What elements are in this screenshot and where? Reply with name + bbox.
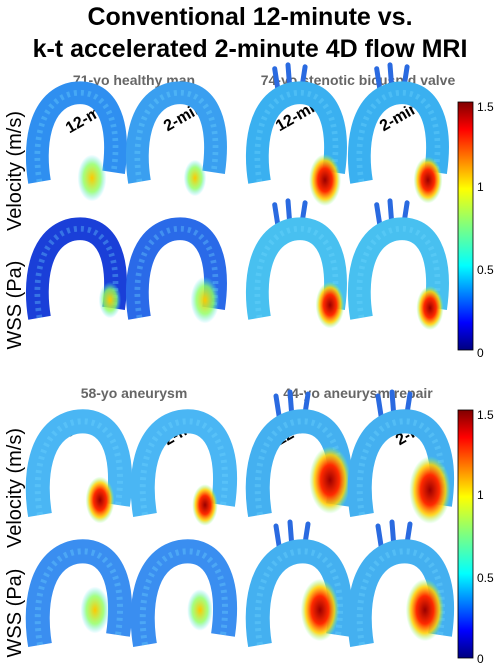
panel-wss-healthy-12 xyxy=(26,217,127,320)
colorbar-bottom-tick-0.5: 0.5 xyxy=(477,571,494,585)
panel-wss-bicuspid-2 xyxy=(348,198,449,331)
colorbar-top-tick-0: 0 xyxy=(477,346,484,360)
colorbar-bottom-tick-1: 1 xyxy=(477,488,484,502)
colorbar-top-tick-1: 1 xyxy=(477,180,484,194)
figure-title-line1: Conventional 12-minute vs. xyxy=(87,3,413,31)
panel-vel-aneurysm-2 xyxy=(130,409,238,526)
panel-vel-repair-12 xyxy=(245,389,353,518)
panel-wss-repair-12 xyxy=(245,519,353,648)
case-label-repair: 44-yo aneurysm repair xyxy=(283,385,433,401)
panel-wss-bicuspid-12 xyxy=(246,198,347,329)
panel-vel-repair-2 xyxy=(347,389,455,524)
panel-wss-repair-2 xyxy=(347,519,455,648)
colorbar-bottom-tick-1.5: 1.5 xyxy=(477,408,494,422)
colorbar-top-tick-1.5: 1.5 xyxy=(477,100,494,114)
panel-wss-aneurysm-2 xyxy=(130,539,238,648)
panel-vel-bicuspid-2 xyxy=(348,62,449,204)
figure-title-line2: k-t accelerated 2-minute 4D flow MRI xyxy=(32,35,468,63)
panel-vel-aneurysm-12 xyxy=(25,409,133,524)
colorbar-bottom xyxy=(457,409,474,659)
panel-vel-healthy-2 xyxy=(126,81,227,197)
panel-vel-healthy-12 xyxy=(26,81,127,202)
colorbar-top-tick-0.5: 0.5 xyxy=(477,263,494,277)
colorbar-top xyxy=(457,101,474,351)
panel-wss-healthy-2 xyxy=(126,217,227,324)
panel-wss-aneurysm-12 xyxy=(25,539,133,648)
panel-vel-bicuspid-12 xyxy=(246,62,347,206)
colorbar-bottom-tick-0: 0 xyxy=(477,652,484,666)
case-label-aneurysm: 58-yo aneurysm xyxy=(80,385,188,401)
